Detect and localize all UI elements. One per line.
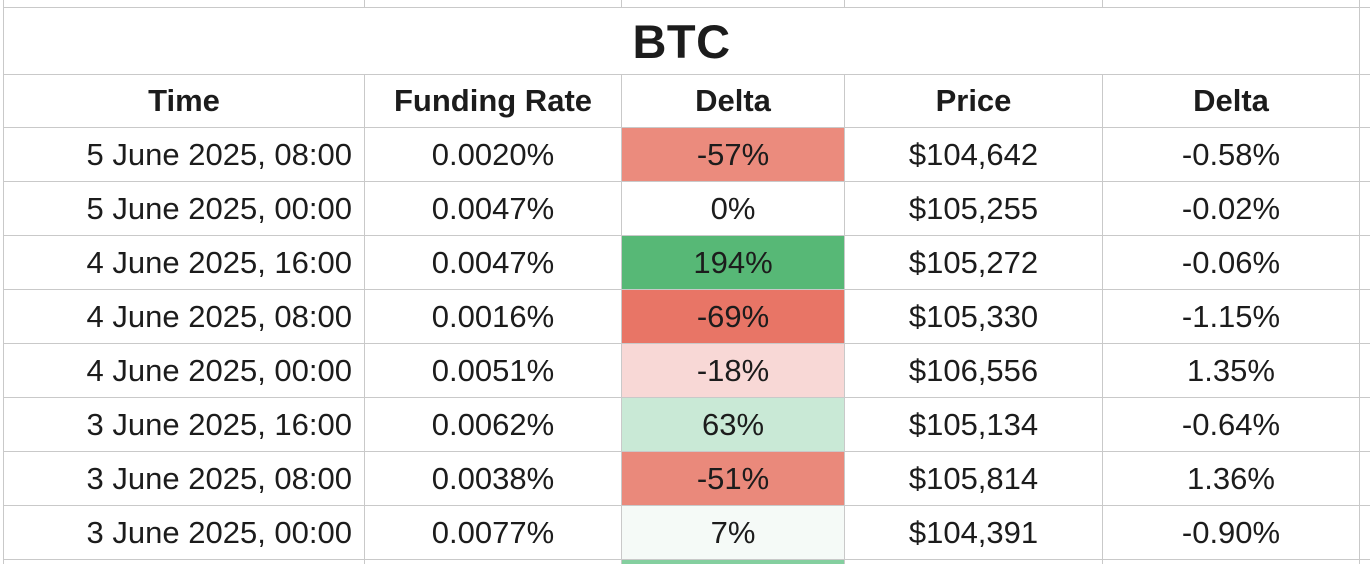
- funding-delta-cell[interactable]: -57%: [622, 128, 845, 182]
- cut-cell: [365, 560, 622, 564]
- left-margin-cell: [0, 344, 4, 398]
- left-margin-cell: [0, 560, 4, 564]
- funding-delta-cell[interactable]: -69%: [622, 290, 845, 344]
- title-row: BTC: [0, 8, 1370, 75]
- price-delta-cell[interactable]: 1.35%: [1103, 344, 1360, 398]
- right-edge-cell: [1360, 0, 1370, 8]
- cut-cell: [622, 0, 845, 8]
- cut-cell: [845, 0, 1103, 8]
- left-margin-cell: [0, 290, 4, 344]
- column-header-funding-delta[interactable]: Delta: [622, 75, 845, 128]
- next-row-delta-peek: [622, 560, 845, 564]
- time-cell[interactable]: 3 June 2025, 08:00: [4, 452, 365, 506]
- right-edge-cell: [1360, 398, 1370, 452]
- right-edge-cell: [1360, 182, 1370, 236]
- left-margin-cell: [0, 398, 4, 452]
- partial-row-below: [0, 560, 1370, 564]
- funding-delta-cell[interactable]: -51%: [622, 452, 845, 506]
- left-margin-cell: [0, 506, 4, 560]
- sheet-title[interactable]: BTC: [4, 8, 1360, 75]
- column-header-funding-rate[interactable]: Funding Rate: [365, 75, 622, 128]
- left-margin-cell: [0, 8, 4, 75]
- data-rows: 5 June 2025, 08:00 0.0020% -57% $104,642 -0.…: [0, 128, 1370, 560]
- right-edge-cell: [1360, 452, 1370, 506]
- price-cell[interactable]: $104,642: [845, 128, 1103, 182]
- right-edge-cell: [1360, 236, 1370, 290]
- cut-cell: [1103, 0, 1360, 8]
- right-edge-cell: [1360, 128, 1370, 182]
- right-edge-cell: [1360, 75, 1370, 128]
- time-cell[interactable]: 4 June 2025, 00:00: [4, 344, 365, 398]
- price-delta-cell[interactable]: -0.64%: [1103, 398, 1360, 452]
- funding-rate-cell[interactable]: 0.0051%: [365, 344, 622, 398]
- right-edge-cell: [1360, 506, 1370, 560]
- cut-cell: [4, 560, 365, 564]
- right-edge-cell: [1360, 560, 1370, 564]
- funding-rate-cell[interactable]: 0.0062%: [365, 398, 622, 452]
- left-margin-cell: [0, 452, 4, 506]
- table-row: 4 June 2025, 00:00 0.0051% -18% $106,556 1.3…: [0, 344, 1370, 398]
- left-margin-cell: [0, 75, 4, 128]
- right-edge-cell: [1360, 8, 1370, 75]
- cut-cell: [365, 0, 622, 8]
- column-header-time[interactable]: Time: [4, 75, 365, 128]
- price-delta-cell[interactable]: -0.06%: [1103, 236, 1360, 290]
- header-row: Time Funding Rate Delta Price Delta: [0, 75, 1370, 128]
- left-margin-cell: [0, 128, 4, 182]
- table-row: 3 June 2025, 00:00 0.0077% 7% $104,391 -0.90…: [0, 506, 1370, 560]
- price-cell[interactable]: $105,814: [845, 452, 1103, 506]
- price-cell[interactable]: $105,272: [845, 236, 1103, 290]
- right-edge-cell: [1360, 290, 1370, 344]
- price-cell[interactable]: $105,255: [845, 182, 1103, 236]
- funding-delta-cell[interactable]: 7%: [622, 506, 845, 560]
- table-row: 5 June 2025, 00:00 0.0047% 0% $105,255 -0.02…: [0, 182, 1370, 236]
- table-row: 4 June 2025, 08:00 0.0016% -69% $105,330 -1.…: [0, 290, 1370, 344]
- funding-rate-cell[interactable]: 0.0016%: [365, 290, 622, 344]
- price-delta-cell[interactable]: -0.02%: [1103, 182, 1360, 236]
- table-row: 4 June 2025, 16:00 0.0047% 194% $105,272 -0.…: [0, 236, 1370, 290]
- funding-rate-cell[interactable]: 0.0047%: [365, 182, 622, 236]
- funding-delta-cell[interactable]: 194%: [622, 236, 845, 290]
- time-cell[interactable]: 3 June 2025, 00:00: [4, 506, 365, 560]
- right-edge-cell: [1360, 344, 1370, 398]
- price-cell[interactable]: $106,556: [845, 344, 1103, 398]
- price-cell[interactable]: $104,391: [845, 506, 1103, 560]
- cut-cell: [845, 560, 1103, 564]
- funding-rate-cell[interactable]: 0.0020%: [365, 128, 622, 182]
- price-delta-cell[interactable]: -0.90%: [1103, 506, 1360, 560]
- left-margin-cell: [0, 182, 4, 236]
- price-delta-cell[interactable]: 1.36%: [1103, 452, 1360, 506]
- time-cell[interactable]: 3 June 2025, 16:00: [4, 398, 365, 452]
- partial-row-above: [0, 0, 1370, 8]
- funding-rate-cell[interactable]: 0.0047%: [365, 236, 622, 290]
- cut-cell: [1103, 560, 1360, 564]
- time-cell[interactable]: 5 June 2025, 08:00: [4, 128, 365, 182]
- left-margin-cell: [0, 0, 4, 8]
- table-row: 5 June 2025, 08:00 0.0020% -57% $104,642 -0.…: [0, 128, 1370, 182]
- funding-rate-cell[interactable]: 0.0077%: [365, 506, 622, 560]
- funding-rate-cell[interactable]: 0.0038%: [365, 452, 622, 506]
- table-row: 3 June 2025, 08:00 0.0038% -51% $105,814 1.3…: [0, 452, 1370, 506]
- column-header-price[interactable]: Price: [845, 75, 1103, 128]
- funding-delta-cell[interactable]: -18%: [622, 344, 845, 398]
- time-cell[interactable]: 4 June 2025, 08:00: [4, 290, 365, 344]
- table-row: 3 June 2025, 16:00 0.0062% 63% $105,134 -0.6…: [0, 398, 1370, 452]
- funding-delta-cell[interactable]: 63%: [622, 398, 845, 452]
- funding-delta-cell[interactable]: 0%: [622, 182, 845, 236]
- time-cell[interactable]: 4 June 2025, 16:00: [4, 236, 365, 290]
- price-cell[interactable]: $105,330: [845, 290, 1103, 344]
- cut-cell: [4, 0, 365, 8]
- price-delta-cell[interactable]: -0.58%: [1103, 128, 1360, 182]
- column-header-price-delta[interactable]: Delta: [1103, 75, 1360, 128]
- price-delta-cell[interactable]: -1.15%: [1103, 290, 1360, 344]
- price-cell[interactable]: $105,134: [845, 398, 1103, 452]
- left-margin-cell: [0, 236, 4, 290]
- time-cell[interactable]: 5 June 2025, 00:00: [4, 182, 365, 236]
